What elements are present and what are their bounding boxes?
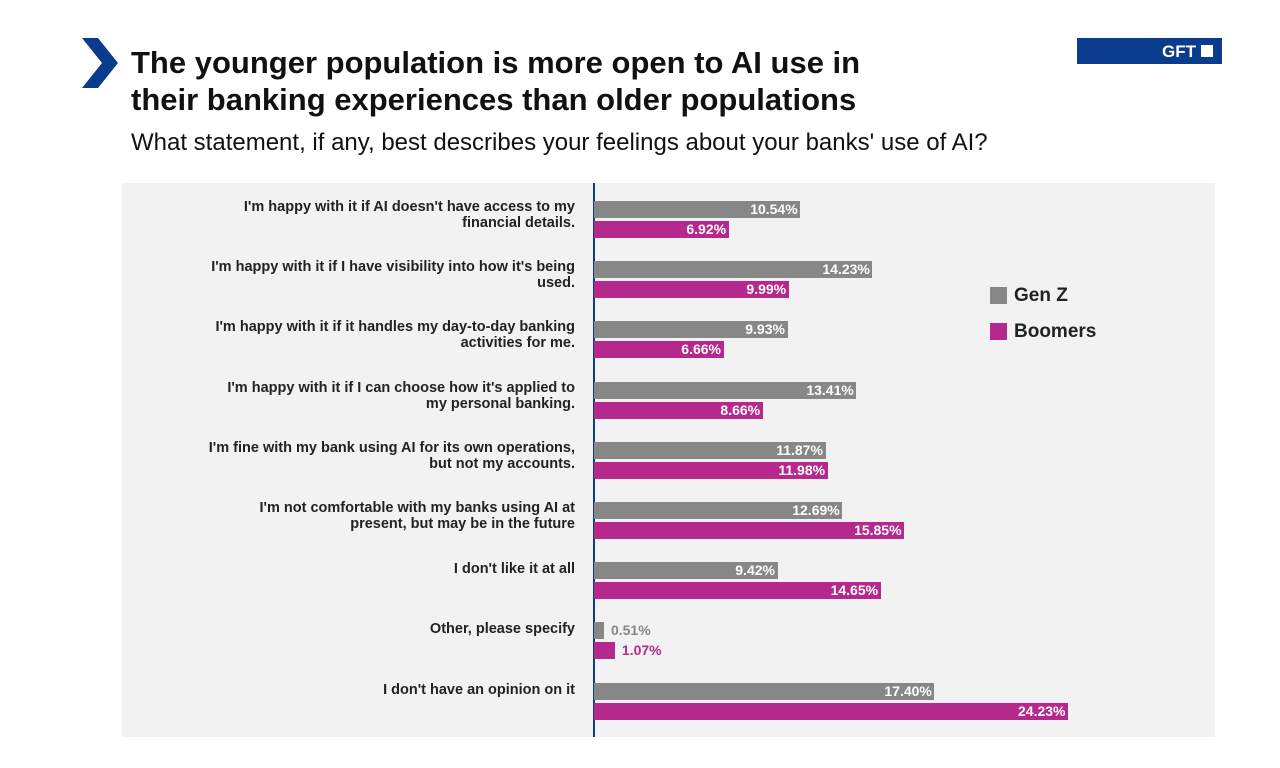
bar	[594, 582, 881, 600]
bar	[594, 381, 857, 399]
bar	[594, 401, 764, 419]
value-label: 8.66%	[720, 401, 761, 418]
value-label: 24.23%	[1018, 702, 1066, 719]
bar	[594, 221, 730, 238]
bar	[594, 682, 935, 700]
bar	[594, 261, 873, 279]
legend-swatch	[990, 323, 1007, 340]
chart-title: The younger population is more open to A…	[131, 45, 861, 117]
logo-text: GFT	[1162, 42, 1196, 61]
axis-line	[593, 183, 595, 737]
bar	[594, 461, 829, 479]
category-label: I'm happy with it if I have visibility i…	[211, 259, 575, 292]
value-label: 6.66%	[681, 341, 721, 358]
bar	[594, 622, 604, 640]
chart-subtitle: What statement, if any, best describes y…	[131, 129, 988, 156]
bar	[594, 321, 789, 339]
value-label: 13.41%	[806, 381, 854, 398]
logo: GFT	[1077, 38, 1222, 64]
value-label: 14.65%	[830, 582, 879, 599]
value-label: 1.07%	[621, 642, 662, 659]
value-label: 6.92%	[686, 221, 727, 237]
chevron-icon	[82, 38, 118, 88]
value-label: 15.85%	[854, 522, 902, 538]
value-label: 12.69%	[792, 502, 840, 518]
value-label: 14.23%	[822, 261, 870, 278]
bar	[594, 341, 725, 359]
bar	[594, 522, 905, 539]
value-label: 9.99%	[746, 281, 787, 298]
bar	[594, 562, 779, 580]
legend-swatch	[990, 287, 1007, 304]
value-label: 9.93%	[745, 321, 785, 338]
value-label: 17.40%	[884, 682, 932, 699]
category-label: I'm not comfortable with my banks using …	[259, 500, 575, 532]
value-label: 11.98%	[778, 461, 826, 478]
value-label: 11.87%	[776, 441, 823, 458]
bar	[594, 201, 801, 218]
category-label: I don't like it at all	[453, 561, 575, 578]
category-label: I'm happy with it if it handles my day-t…	[215, 319, 575, 352]
category-label: I'm happy with it if AI doesn't have acc…	[243, 199, 575, 231]
logo-square	[1201, 45, 1213, 57]
value-label: 9.42%	[735, 562, 775, 579]
category-label: I don't have an opinion on it	[383, 681, 575, 698]
category-label: I'm fine with my bank using AI for its o…	[208, 439, 575, 472]
bar	[594, 642, 615, 660]
value-label: 10.54%	[750, 201, 798, 217]
value-label: 0.51%	[610, 622, 651, 639]
legend-label: Gen Z	[1014, 285, 1068, 306]
bar	[594, 441, 827, 459]
bar	[594, 281, 790, 299]
category-label: Other, please specify	[429, 621, 575, 638]
bar	[594, 702, 1068, 720]
bar	[594, 502, 843, 519]
category-label: I'm happy with it if I can choose how it…	[227, 379, 575, 412]
legend-label: Boomers	[1014, 321, 1097, 342]
